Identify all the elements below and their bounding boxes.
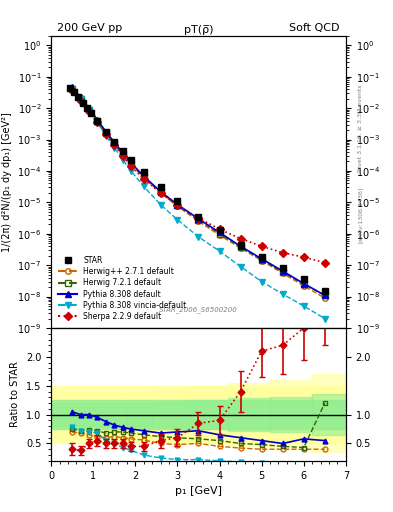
Text: Soft QCD: Soft QCD: [290, 23, 340, 33]
Y-axis label: 1/(2π) d²N/(p₁ dy dp₁) [GeV²]: 1/(2π) d²N/(p₁ dy dp₁) [GeV²]: [2, 112, 12, 252]
Text: 200 GeV pp: 200 GeV pp: [57, 23, 122, 33]
Y-axis label: Ratio to STAR: Ratio to STAR: [11, 361, 20, 428]
Legend: STAR, Herwig++ 2.7.1 default, Herwig 7.2.1 default, Pythia 8.308 default, Pythia: STAR, Herwig++ 2.7.1 default, Herwig 7.2…: [55, 252, 189, 324]
X-axis label: p₁ [GeV]: p₁ [GeV]: [175, 486, 222, 496]
Text: [arXiv:1306.3436]: [arXiv:1306.3436]: [358, 187, 363, 243]
Text: Rivet 3.1.10, ≥ 3.3M events: Rivet 3.1.10, ≥ 3.3M events: [358, 84, 363, 172]
Text: STAR_2006_S6500200: STAR_2006_S6500200: [159, 307, 238, 313]
Title: pT(ρ̅): pT(ρ̅): [184, 25, 213, 35]
